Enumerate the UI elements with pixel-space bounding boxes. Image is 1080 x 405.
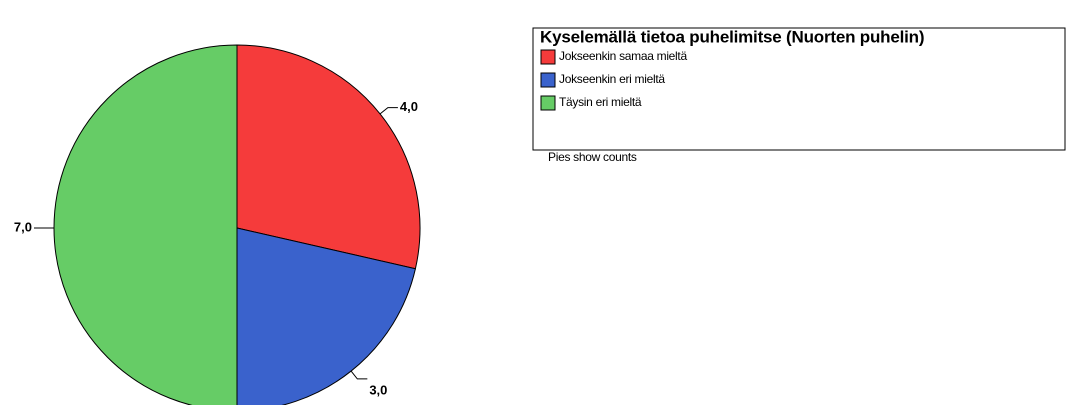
- legend-label: Jokseenkin samaa mieltä: [559, 49, 687, 63]
- leader-line: [350, 370, 368, 380]
- legend-box: [532, 27, 1066, 151]
- value-label: 7,0: [14, 219, 32, 234]
- legend-label: Täysin eri mieltä: [559, 95, 642, 109]
- annotation: Pies show counts: [548, 150, 637, 164]
- legend-title: Kyselemällä tietoa puhelimitse (Nuorten …: [540, 27, 924, 46]
- legend-swatch: [540, 95, 556, 111]
- leader-line: [379, 107, 398, 115]
- pie-slice: [53, 44, 238, 405]
- value-label: 4,0: [400, 99, 418, 114]
- legend-label: Jokseenkin eri mieltä: [559, 72, 665, 86]
- legend-swatch: [540, 49, 556, 65]
- legend-swatch: [540, 72, 556, 88]
- value-label: 3,0: [369, 382, 387, 397]
